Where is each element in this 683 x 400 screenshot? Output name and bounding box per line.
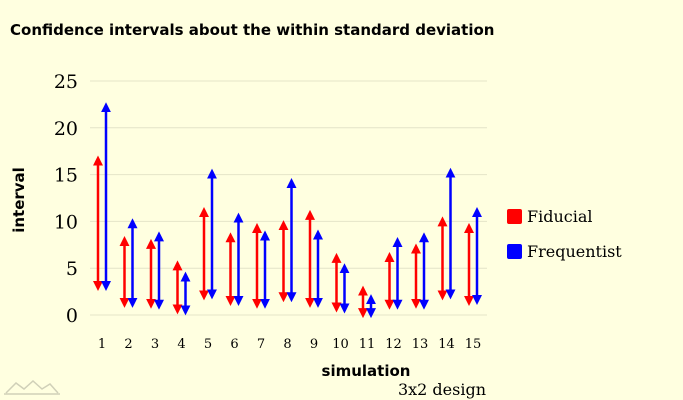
y-tick-label: 15 [54, 165, 78, 187]
y-tick-label: 0 [66, 305, 78, 327]
chart-subtitle: 3x2 design [398, 380, 486, 399]
chart-title: Confidence intervals about the within st… [10, 21, 494, 39]
y-tick-label: 20 [54, 118, 78, 140]
intervals [93, 102, 482, 319]
legend-label-fiducial: Fiducial [527, 207, 593, 226]
x-tick-label: 2 [124, 337, 132, 352]
x-tick-label: 8 [283, 337, 291, 352]
x-tick-label: 5 [204, 337, 212, 352]
x-tick-label: 9 [310, 337, 318, 352]
y-axis-ticks: 0 5 10 15 20 25 [54, 71, 78, 327]
x-tick-label: 13 [412, 337, 429, 352]
x-tick-label: 12 [385, 337, 402, 352]
legend-label-frequentist: Frequentist [527, 242, 622, 261]
legend-swatch-frequentist [507, 244, 522, 259]
y-tick-label: 25 [54, 71, 78, 93]
x-tick-label: 15 [465, 337, 482, 352]
x-tick-label: 1 [98, 337, 106, 352]
x-axis-ticks: 1 2 3 4 5 6 7 8 9 10 11 12 13 14 15 [98, 337, 481, 352]
x-tick-label: 10 [332, 337, 349, 352]
legend-item-fiducial[interactable]: Fiducial [507, 207, 593, 226]
legend: Fiducial Frequentist [507, 207, 622, 261]
y-axis-title: interval [10, 167, 28, 233]
y-tick-label: 5 [66, 258, 78, 280]
x-axis-title: simulation [322, 362, 411, 380]
legend-swatch-fiducial [507, 209, 522, 224]
watermark-logo [4, 379, 60, 395]
y-tick-label: 10 [54, 211, 78, 233]
x-tick-label: 3 [151, 337, 159, 352]
x-tick-label: 4 [177, 337, 185, 352]
x-tick-label: 6 [230, 337, 238, 352]
x-tick-label: 14 [438, 337, 455, 352]
grid [90, 80, 487, 316]
legend-item-frequentist[interactable]: Frequentist [507, 242, 622, 261]
x-tick-label: 7 [257, 337, 265, 352]
x-tick-label: 11 [359, 337, 376, 352]
